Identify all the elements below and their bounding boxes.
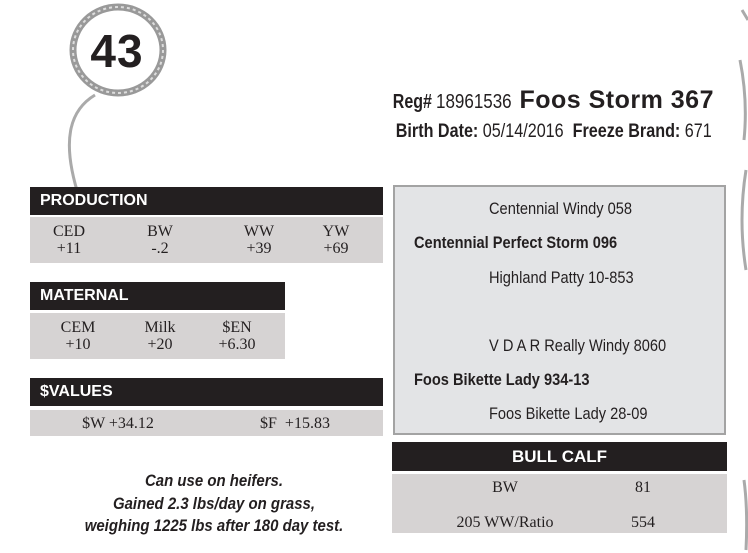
pedigree-sire-sire: Centennial Windy 058 (489, 199, 633, 218)
note-line: weighing 1225 lbs after 180 day test. (84, 516, 344, 535)
pedigree-dam: Foos Bikette Lady 934-13 (414, 370, 590, 389)
cem-value: +10 (65, 336, 91, 353)
ww-label: WW (243, 223, 275, 240)
birth-line: Birth Date: 05/14/2016 Freeze Brand: 671 (396, 121, 712, 143)
ww-value: +39 (246, 240, 272, 257)
w-value: $W +34.12 (82, 415, 154, 432)
reg-number: 18961536 (436, 91, 512, 113)
pedigree-sire-dam: Highland Patty 10-853 (489, 268, 634, 287)
rope-tag-icon (67, 3, 167, 200)
ced-label: CED (53, 223, 85, 240)
maternal-header: MATERNAL (30, 282, 285, 310)
maternal-row: CEM +10 Milk +20 $EN +6.30 (30, 313, 285, 359)
production-header: PRODUCTION (30, 187, 383, 215)
production-row: CED +11 BW -.2 WW +39 YW +69 (30, 217, 383, 263)
ww-ratio-label: 205 WW/Ratio (456, 514, 554, 531)
reg-label: Reg# (392, 91, 432, 113)
pedigree-sire: Centennial Perfect Storm 096 (414, 233, 618, 252)
notes: Can use on heifers. Gained 2.3 lbs/day o… (61, 470, 367, 538)
note-line: Can use on heifers. (144, 471, 283, 490)
bull-calf-table: BW 81 205 WW/Ratio 554 (392, 474, 727, 533)
animal-header: Reg# 18961536 Foos Storm 367 (383, 86, 714, 115)
brand-value: 671 (685, 121, 712, 142)
animal-name: Foos Storm 367 (519, 86, 714, 114)
birth-label: Birth Date: (396, 121, 479, 142)
milk-label: Milk (144, 319, 176, 336)
note-line: Gained 2.3 lbs/day on grass, (112, 493, 316, 513)
cem-label: CEM (60, 319, 96, 336)
bw-value: -.2 (151, 240, 169, 257)
en-value: +6.30 (218, 336, 256, 353)
values-header: $VALUES (30, 378, 383, 406)
pedigree-box: Centennial Windy 058 Centennial Perfect … (393, 185, 726, 435)
brand-label: Freeze Brand: (572, 121, 681, 142)
yw-value: +69 (323, 240, 349, 257)
values-row: $W +34.12 $F +15.83 (30, 410, 383, 436)
decorative-edge-icon (738, 9, 748, 551)
f-value: $F +15.83 (260, 415, 330, 432)
yw-label: YW (322, 223, 350, 240)
birth-date: 05/14/2016 (483, 121, 564, 142)
bull-calf-header: BULL CALF (392, 442, 727, 471)
pedigree-dam-sire: V D A R Really Windy 8060 (489, 336, 667, 355)
lot-number: 43 (90, 25, 144, 77)
ced-value: +11 (56, 240, 82, 257)
bw-label: BW (492, 479, 518, 496)
bw-value: 81 (635, 479, 651, 496)
en-label: $EN (222, 319, 252, 336)
ww-ratio-value: 554 (631, 514, 655, 531)
bw-label: BW (147, 223, 173, 240)
pedigree-dam-dam: Foos Bikette Lady 28-09 (489, 404, 648, 423)
milk-value: +20 (147, 336, 173, 353)
